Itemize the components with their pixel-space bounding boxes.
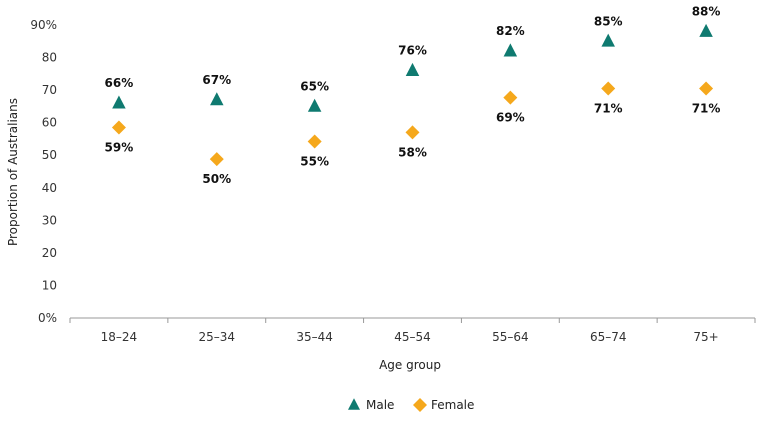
data-labels: 66% 67% 65% 76% 82% 85% 88% 59% 50% 55% 58% 69% 71% 7…: [105, 5, 721, 187]
x-tick-label: 18–24: [101, 330, 138, 344]
female-marker: [699, 81, 714, 96]
x-tick-label: 25–34: [199, 330, 236, 344]
male-data-label: 67%: [202, 73, 231, 87]
y-axis-ticks: 0% 10 20 30 40 50 60 70 80 90%: [30, 18, 57, 325]
female-marker: [307, 134, 322, 149]
female-data-label: 69%: [496, 111, 525, 125]
x-axis-ticks: 18–24 25–34 35–44 45–54 55–64 65–74 75+: [69, 318, 756, 344]
y-tick-label: 0%: [38, 311, 57, 325]
male-marker: [601, 33, 615, 47]
data-markers: [111, 23, 714, 167]
female-marker: [601, 81, 616, 96]
y-tick-label: 90%: [30, 18, 57, 32]
y-tick-label: 10: [42, 278, 57, 292]
male-marker: [307, 98, 322, 112]
x-tick-label: 45–54: [394, 330, 431, 344]
x-tick-label: 65–74: [590, 330, 627, 344]
y-axis-label: Proportion of Australians: [6, 98, 20, 246]
female-data-label: 71%: [594, 101, 623, 115]
x-tick-label: 35–44: [296, 330, 333, 344]
female-data-label: 55%: [300, 155, 329, 169]
female-marker: [209, 152, 224, 167]
y-tick-label: 80: [42, 51, 57, 65]
male-data-label: 82%: [496, 24, 525, 38]
legend-female-icon: [413, 398, 427, 412]
y-tick-label: 50: [42, 148, 57, 162]
female-data-label: 58%: [398, 145, 427, 159]
male-marker: [210, 92, 224, 106]
male-marker: [503, 43, 518, 57]
x-axis-label: Age group: [379, 358, 441, 372]
y-tick-label: 20: [42, 246, 57, 260]
y-tick-label: 70: [42, 83, 57, 97]
male-data-label: 65%: [300, 79, 329, 93]
x-tick-label: 55–64: [492, 330, 529, 344]
male-marker: [405, 62, 420, 76]
male-data-label: 88%: [692, 5, 721, 19]
y-tick-label: 40: [42, 181, 57, 195]
female-marker: [503, 90, 518, 105]
male-data-label: 76%: [398, 44, 427, 58]
female-data-label: 59%: [105, 141, 134, 155]
legend-male-icon: [348, 398, 360, 410]
y-tick-label: 30: [42, 213, 57, 227]
female-data-label: 71%: [692, 101, 721, 115]
legend: Male Female: [348, 398, 474, 412]
male-data-label: 66%: [105, 76, 134, 90]
female-data-label: 50%: [202, 172, 231, 186]
male-marker: [112, 95, 126, 109]
legend-male-label: Male: [366, 398, 394, 412]
male-marker: [699, 23, 713, 37]
male-data-label: 85%: [594, 14, 623, 28]
y-tick-label: 60: [42, 116, 57, 130]
x-tick-label: 75+: [693, 330, 718, 344]
female-marker: [111, 120, 126, 135]
legend-female-label: Female: [431, 398, 474, 412]
female-marker: [405, 125, 420, 140]
